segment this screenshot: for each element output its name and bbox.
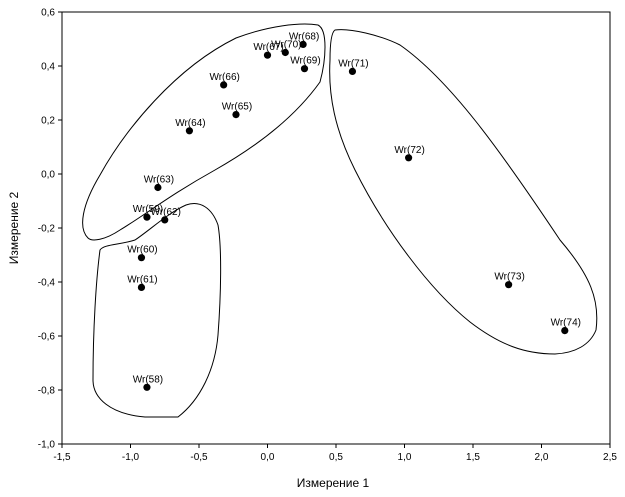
y-tick-label: -1,0 xyxy=(38,440,56,451)
data-point-label: Wr(58) xyxy=(133,374,163,385)
data-point-label: Wr(65) xyxy=(222,102,252,113)
data-point-label: Wr(67) xyxy=(253,42,283,53)
data-point-label: Wr(72) xyxy=(394,145,424,156)
y-tick-label: -0,4 xyxy=(38,278,56,289)
data-point xyxy=(154,183,162,192)
data-point xyxy=(143,383,151,391)
cluster-outlines xyxy=(82,23,598,418)
data-point xyxy=(137,254,146,262)
x-tick-label: -0,5 xyxy=(190,452,208,463)
x-tick-label: 2,0 xyxy=(535,452,549,463)
data-point-label: Wr(64) xyxy=(175,118,205,129)
data-point xyxy=(505,281,513,289)
data-point-label: Wr(66) xyxy=(209,72,239,83)
data-point xyxy=(137,283,146,291)
y-tick-label: 0,4 xyxy=(41,62,55,73)
data-point-label: Wr(73) xyxy=(494,272,524,283)
y-axis-ticks: 0,6 0,4 0,2 0,0 -0,2 -0,4 -0,6 -0,8 -1,0 xyxy=(38,8,62,451)
x-tick-label: 2,5 xyxy=(603,452,617,463)
data-point xyxy=(300,65,309,73)
data-point xyxy=(232,111,240,119)
data-point-label: Wr(62) xyxy=(151,207,181,218)
data-point-label: Wr(74) xyxy=(551,318,581,329)
x-tick-label: -1,0 xyxy=(122,452,140,463)
cluster-outline-lower-left xyxy=(92,203,222,418)
x-axis-title: Измерение 1 xyxy=(297,476,370,490)
x-tick-label: -1,5 xyxy=(53,452,71,463)
data-point-label: Wr(59) xyxy=(133,204,163,215)
x-tick-label: 1,0 xyxy=(398,452,412,463)
data-point xyxy=(143,213,151,221)
data-point xyxy=(561,327,569,335)
y-tick-label: -0,6 xyxy=(38,332,56,343)
x-tick-label: 0,5 xyxy=(329,452,343,463)
cluster-outline-upper-left xyxy=(82,23,326,241)
y-tick-label: 0,6 xyxy=(41,8,55,19)
data-point xyxy=(185,127,194,135)
x-axis-ticks: -1,5 -1,0 -0,5 0,0 0,5 1,0 1,5 2,0 2,5 xyxy=(53,444,617,463)
y-tick-label: 0,0 xyxy=(41,170,55,181)
data-point xyxy=(348,67,357,75)
data-point xyxy=(405,154,413,162)
y-tick-label: -0,8 xyxy=(38,386,56,397)
data-point xyxy=(220,81,228,89)
data-point xyxy=(299,40,307,49)
x-tick-label: 0,0 xyxy=(261,452,275,463)
data-point-label: Wr(61) xyxy=(127,274,157,285)
data-point-label: Wr(70) xyxy=(271,40,301,51)
data-point-label: Wr(63) xyxy=(144,175,174,186)
data-point xyxy=(263,51,272,59)
y-tick-label: -0,2 xyxy=(38,224,56,235)
y-tick-label: 0,2 xyxy=(41,116,55,127)
data-points: Wr(58) Wr(59) Wr(60) Wr(61) Wr(62) Wr(63) Wr(6… xyxy=(127,31,581,391)
data-point-label: Wr(60) xyxy=(127,245,157,256)
x-tick-label: 1,5 xyxy=(466,452,480,463)
cluster-outline-right xyxy=(329,29,598,355)
y-axis-title: Измерение 2 xyxy=(7,191,21,264)
data-point-label: Wr(68) xyxy=(289,31,319,42)
data-point-label: Wr(69) xyxy=(290,56,320,67)
data-point xyxy=(161,216,169,224)
data-point-label: Wr(71) xyxy=(338,58,368,69)
data-point xyxy=(281,48,289,57)
